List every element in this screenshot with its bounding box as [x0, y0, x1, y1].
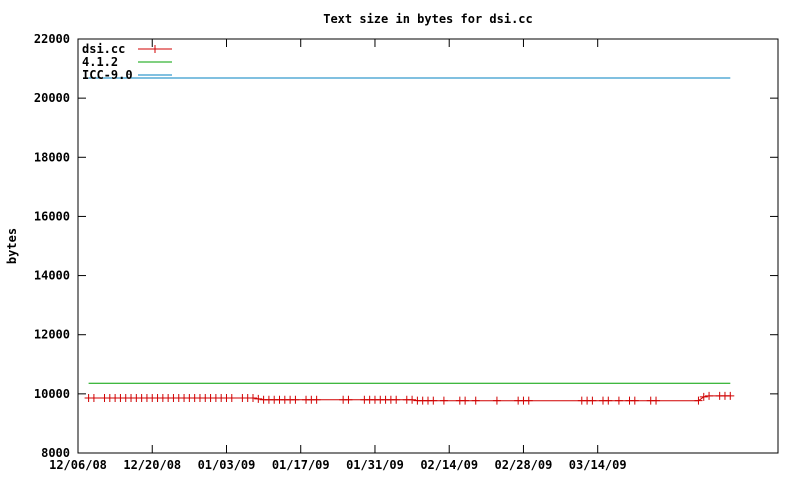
x-tick-label: 01/31/09 [346, 458, 404, 472]
y-axis: 8000 10000 12000 14000 16000 18000 20000 22000 [34, 32, 778, 460]
legend-label: ICC-9.0 [82, 68, 133, 82]
data-point [89, 393, 98, 402]
y-tick-label: 8000 [41, 446, 70, 460]
x-axis: 12/06/08 12/20/08 01/03/09 01/17/09 01/31/09… [49, 39, 627, 472]
x-tick-label: 03/14/09 [569, 458, 627, 472]
legend-label: dsi.cc [82, 42, 125, 56]
data-point [699, 392, 708, 401]
x-tick-label: 12/20/08 [123, 458, 181, 472]
data-point [392, 395, 401, 404]
y-axis-label: bytes [5, 228, 19, 264]
plot-area [84, 77, 735, 405]
data-point [694, 396, 703, 405]
series-0 [84, 391, 735, 405]
data-point [344, 395, 353, 404]
data-point [705, 391, 714, 400]
data-point [604, 396, 613, 405]
data-point [588, 396, 597, 405]
y-tick-label: 16000 [34, 209, 70, 223]
data-point [249, 393, 257, 402]
x-tick-label: 02/14/09 [420, 458, 478, 472]
data-point [227, 393, 236, 402]
x-tick-label: 12/06/08 [49, 458, 107, 472]
y-tick-label: 14000 [34, 269, 70, 283]
data-point [254, 394, 263, 403]
data-point [492, 396, 501, 405]
data-point [524, 396, 533, 405]
data-point [652, 396, 661, 405]
legend-marker [151, 45, 159, 53]
y-tick-label: 18000 [34, 150, 70, 164]
x-tick-label: 01/03/09 [198, 458, 256, 472]
data-point [439, 396, 448, 405]
data-point [291, 395, 300, 404]
y-tick-label: 20000 [34, 91, 70, 105]
x-tick-label: 02/28/09 [495, 458, 553, 472]
y-tick-label: 22000 [34, 32, 70, 46]
data-point [461, 396, 470, 405]
data-point [312, 395, 321, 404]
y-tick-label: 10000 [34, 387, 70, 401]
data-point [408, 395, 417, 404]
chart-title: Text size in bytes for dsi.cc [323, 12, 533, 26]
data-point [614, 396, 623, 405]
data-point [429, 396, 438, 405]
x-tick-label: 01/17/09 [272, 458, 330, 472]
plot-frame [77, 38, 779, 454]
y-tick-label: 12000 [34, 328, 70, 342]
data-point [726, 391, 735, 400]
legend-label: 4.1.2 [82, 55, 118, 69]
data-point [630, 396, 639, 405]
data-point [471, 396, 480, 405]
